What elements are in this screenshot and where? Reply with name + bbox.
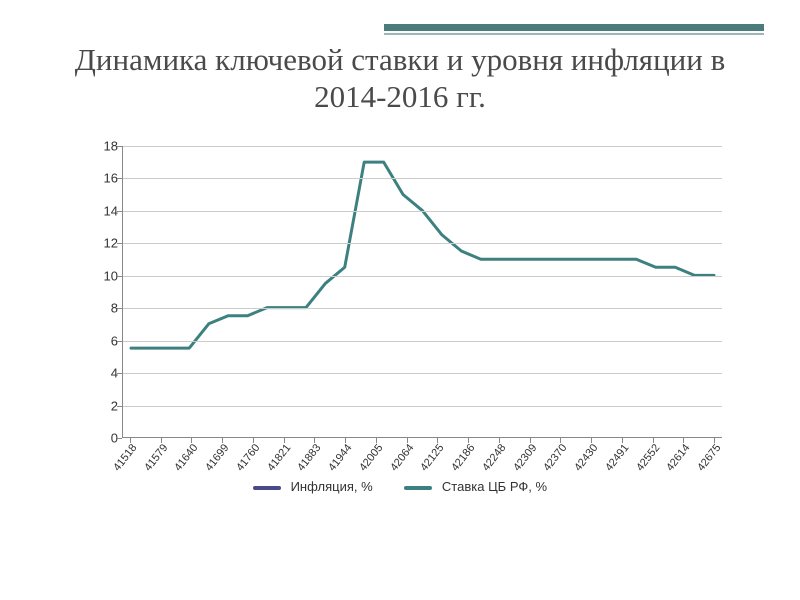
x-tick-label: 41760 <box>234 442 262 473</box>
y-tick-mark <box>117 438 122 439</box>
x-tick-mark <box>622 438 623 443</box>
x-tick-label: 42552 <box>634 442 662 473</box>
grid-line <box>123 341 722 342</box>
grid-line <box>123 308 722 309</box>
y-tick-mark <box>117 341 122 342</box>
x-tick-mark <box>253 438 254 443</box>
x-tick-mark <box>468 438 469 443</box>
grid-line <box>123 211 722 212</box>
x-tick-label: 42064 <box>388 442 416 473</box>
chart: 4151841579416404169941760418214188341944… <box>60 140 740 500</box>
x-tick-label: 42309 <box>511 442 539 473</box>
grid-line <box>123 276 722 277</box>
x-tick-mark <box>407 438 408 443</box>
x-tick-mark <box>345 438 346 443</box>
x-tick-mark <box>530 438 531 443</box>
x-tick-mark <box>284 438 285 443</box>
y-tick-mark <box>117 146 122 147</box>
x-tick-mark <box>376 438 377 443</box>
x-tick-mark <box>437 438 438 443</box>
x-tick-mark <box>683 438 684 443</box>
x-tick-mark <box>191 438 192 443</box>
legend-label: Инфляция, % <box>291 479 373 494</box>
x-tick-label: 42005 <box>357 442 385 473</box>
y-tick-mark <box>117 406 122 407</box>
y-tick-label: 2 <box>90 398 118 413</box>
y-tick-mark <box>117 243 122 244</box>
x-tick-mark <box>560 438 561 443</box>
legend-item-rate: Ставка ЦБ РФ, % <box>404 479 547 494</box>
y-tick-label: 6 <box>90 333 118 348</box>
legend-label: Ставка ЦБ РФ, % <box>442 479 547 494</box>
chart-svg <box>123 146 722 437</box>
x-tick-label: 41944 <box>326 442 354 473</box>
y-tick-label: 18 <box>90 139 118 154</box>
x-tick-label: 42248 <box>480 442 508 473</box>
y-tick-mark <box>117 178 122 179</box>
x-tick-label: 41883 <box>296 442 324 473</box>
y-tick-label: 4 <box>90 366 118 381</box>
legend: Инфляция, % Ставка ЦБ РФ, % <box>60 479 740 494</box>
series-line <box>131 162 714 348</box>
x-tick-label: 41640 <box>173 442 201 473</box>
x-tick-mark <box>222 438 223 443</box>
grid-line <box>123 406 722 407</box>
y-tick-mark <box>117 276 122 277</box>
plot-area <box>122 146 722 438</box>
x-tick-label: 42430 <box>572 442 600 473</box>
grid-line <box>123 373 722 374</box>
decorative-rule <box>384 24 764 36</box>
slide: Динамика ключевой ставки и уровня инфляц… <box>0 0 800 600</box>
x-tick-label: 42491 <box>603 442 631 473</box>
slide-title: Динамика ключевой ставки и уровня инфляц… <box>40 42 760 115</box>
x-tick-mark <box>314 438 315 443</box>
y-tick-mark <box>117 373 122 374</box>
x-tick-label: 42675 <box>695 442 723 473</box>
x-tick-mark <box>130 438 131 443</box>
x-tick-label: 41579 <box>142 442 170 473</box>
grid-line <box>123 243 722 244</box>
grid-line <box>123 178 722 179</box>
y-tick-label: 8 <box>90 301 118 316</box>
x-tick-label: 41821 <box>265 442 293 473</box>
y-tick-label: 10 <box>90 268 118 283</box>
rule-thick <box>384 24 764 31</box>
legend-swatch <box>253 486 281 490</box>
grid-line <box>123 146 722 147</box>
x-tick-mark <box>161 438 162 443</box>
legend-item-inflation: Инфляция, % <box>253 479 373 494</box>
y-tick-label: 0 <box>90 431 118 446</box>
x-tick-label: 41699 <box>203 442 231 473</box>
rule-thin <box>384 33 764 35</box>
y-tick-label: 12 <box>90 236 118 251</box>
legend-swatch <box>404 486 432 490</box>
x-tick-label: 42125 <box>419 442 447 473</box>
x-tick-mark <box>653 438 654 443</box>
y-tick-mark <box>117 211 122 212</box>
x-tick-label: 42614 <box>664 442 692 473</box>
x-tick-mark <box>499 438 500 443</box>
x-tick-label: 42370 <box>541 442 569 473</box>
x-tick-mark <box>591 438 592 443</box>
x-tick-mark <box>714 438 715 443</box>
y-tick-label: 14 <box>90 203 118 218</box>
x-tick-label: 42186 <box>449 442 477 473</box>
y-tick-mark <box>117 308 122 309</box>
x-tick-label: 41518 <box>111 442 139 473</box>
y-tick-label: 16 <box>90 171 118 186</box>
